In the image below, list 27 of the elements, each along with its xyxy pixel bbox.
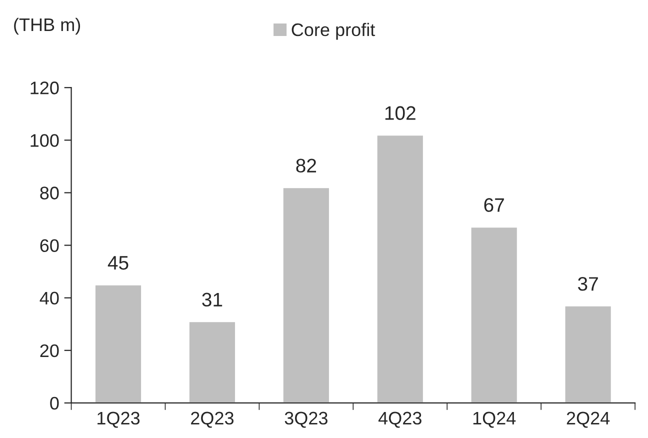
y-tick-label: 0 xyxy=(50,396,59,410)
data-label: 31 xyxy=(202,292,222,307)
data-label: 37 xyxy=(578,277,598,291)
x-tick-label: 2Q24 xyxy=(566,412,610,428)
y-tick-label: 120 xyxy=(30,82,59,94)
x-tick-label: 1Q24 xyxy=(473,412,516,428)
y-tick-label: 80 xyxy=(40,186,59,200)
bar xyxy=(564,305,612,403)
y-tick-label: 100 xyxy=(30,134,59,147)
data-label: 102 xyxy=(385,106,416,120)
y-tick-label: 40 xyxy=(40,292,59,305)
bar xyxy=(282,186,330,403)
y-tick-label: 20 xyxy=(40,344,59,358)
bar xyxy=(188,320,236,403)
x-tick-label: 2Q23 xyxy=(191,412,234,428)
data-label: 82 xyxy=(296,158,316,173)
y-axis-title: (THB m) xyxy=(14,18,80,35)
bar xyxy=(470,226,518,403)
bar xyxy=(376,134,424,403)
data-label: 67 xyxy=(484,198,504,212)
x-tick-label: 4Q23 xyxy=(378,412,422,428)
bar xyxy=(94,284,142,403)
data-label: 45 xyxy=(108,256,128,270)
y-tick-label: 60 xyxy=(40,239,59,252)
x-tick-label: 1Q23 xyxy=(98,412,140,428)
x-tick-label: 3Q23 xyxy=(284,412,328,428)
legend-label: Core profit xyxy=(292,22,376,40)
